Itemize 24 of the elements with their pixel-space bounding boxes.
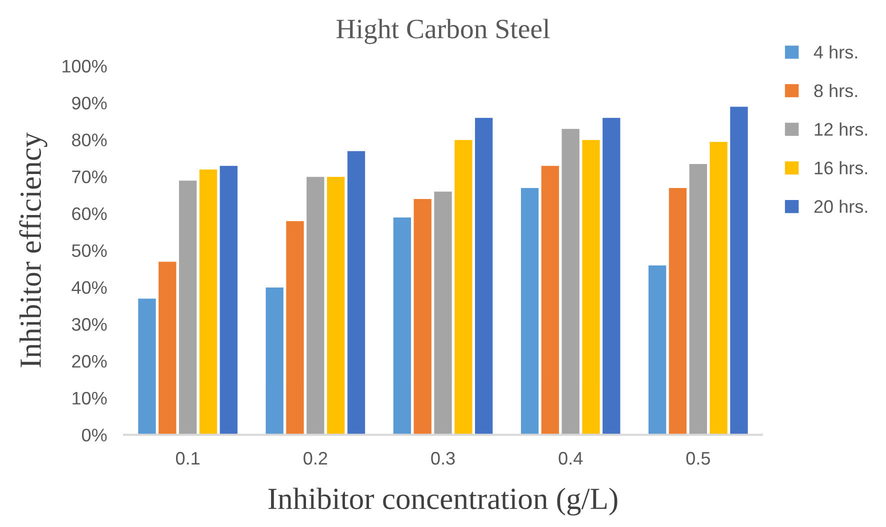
legend-label: 16 hrs. [814, 161, 868, 174]
legend-label: 12 hrs. [814, 122, 868, 136]
y-tick-label: 60% [72, 207, 107, 220]
y-tick-label: 50% [72, 244, 107, 258]
y-tick-label: 90% [72, 96, 107, 110]
y-tick-label: 100% [62, 60, 107, 73]
y-tick-label: 20% [72, 354, 107, 368]
y-tick-label: 10% [72, 392, 107, 405]
x-axis-title: Inhibitor concentration (g/L) [268, 488, 618, 516]
legend-label: 20 hrs. [814, 200, 868, 213]
y-tick-label: 40% [72, 281, 107, 294]
x-tick-label: 0.3 [431, 452, 455, 465]
chart-title: Hight Carbon Steel [336, 18, 550, 44]
y-tick-label: 80% [72, 134, 107, 146]
legend-label: 4 hrs. [814, 45, 857, 59]
y-axis-title: Inhibitor efficiency [19, 132, 48, 368]
legend-label: 8 hrs. [814, 84, 857, 98]
x-tick-label: 0.1 [176, 452, 200, 465]
x-tick-label: 0.5 [686, 452, 710, 465]
y-tick-label: 30% [72, 318, 107, 331]
y-tick-label: 0% [82, 428, 107, 442]
y-tick-label: 70% [72, 170, 107, 184]
x-tick-label: 0.2 [304, 452, 328, 465]
x-tick-label: 0.4 [558, 452, 583, 465]
